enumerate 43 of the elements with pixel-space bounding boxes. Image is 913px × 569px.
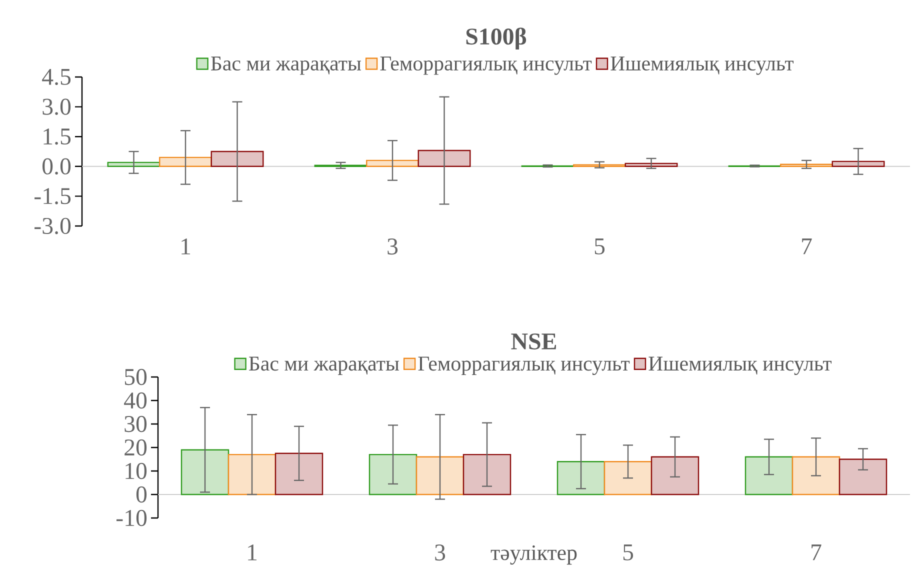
legend-label: Ишемиялық инсульт <box>610 56 794 75</box>
y-tick-label: 3.0 <box>42 98 71 115</box>
bar <box>416 456 464 496</box>
legend-label: Бас ми жарақаты <box>248 356 399 375</box>
bar <box>210 150 264 167</box>
x-tick-label: 1 <box>182 238 190 254</box>
y-tick-label: 1.5 <box>44 128 71 145</box>
y-tick-label: 30 <box>124 416 147 432</box>
y-tick-label: 10 <box>126 462 147 480</box>
x-tick-label: 3 <box>435 544 446 561</box>
x-tick-label: 5 <box>594 238 605 254</box>
y-tick-label: 20 <box>124 439 147 456</box>
legend-label: Ишемиялық инсульт <box>648 356 832 376</box>
x-tick-label: 3 <box>388 238 398 255</box>
y-tick-label: 0.0 <box>42 158 71 175</box>
bar <box>792 456 840 496</box>
bar <box>650 456 700 496</box>
legend-label: Геморрагиялық инсульт <box>380 56 592 75</box>
x-tick-label: 1 <box>248 544 257 560</box>
y-tick-label: -3.0 <box>34 218 71 234</box>
y-tick-label: -1.5 <box>34 188 71 204</box>
bar <box>418 150 471 167</box>
chart-title: NSE <box>511 333 556 350</box>
x-axis-title: тәуліктер <box>490 545 577 565</box>
x-tick-label: 7 <box>802 238 812 254</box>
bar <box>838 458 888 496</box>
chart-title: S100β <box>466 28 526 50</box>
bar <box>624 162 678 167</box>
x-tick-label: 5 <box>623 544 634 560</box>
legend-label: Бас ми жарақаты <box>210 56 362 75</box>
bar <box>832 160 885 167</box>
legend-label: Геморрагиялық инсульт <box>418 356 630 376</box>
x-tick-label: 7 <box>812 544 822 560</box>
bar <box>604 461 652 496</box>
bar <box>107 162 160 167</box>
y-tick-label: 40 <box>124 392 147 409</box>
y-tick-label: 4.5 <box>42 68 71 86</box>
bar <box>744 456 794 496</box>
bar <box>366 160 419 167</box>
y-tick-label: 0 <box>136 486 147 503</box>
y-tick-label: -10 <box>116 510 147 526</box>
y-tick-label: 50 <box>124 368 147 386</box>
bar <box>159 156 212 167</box>
